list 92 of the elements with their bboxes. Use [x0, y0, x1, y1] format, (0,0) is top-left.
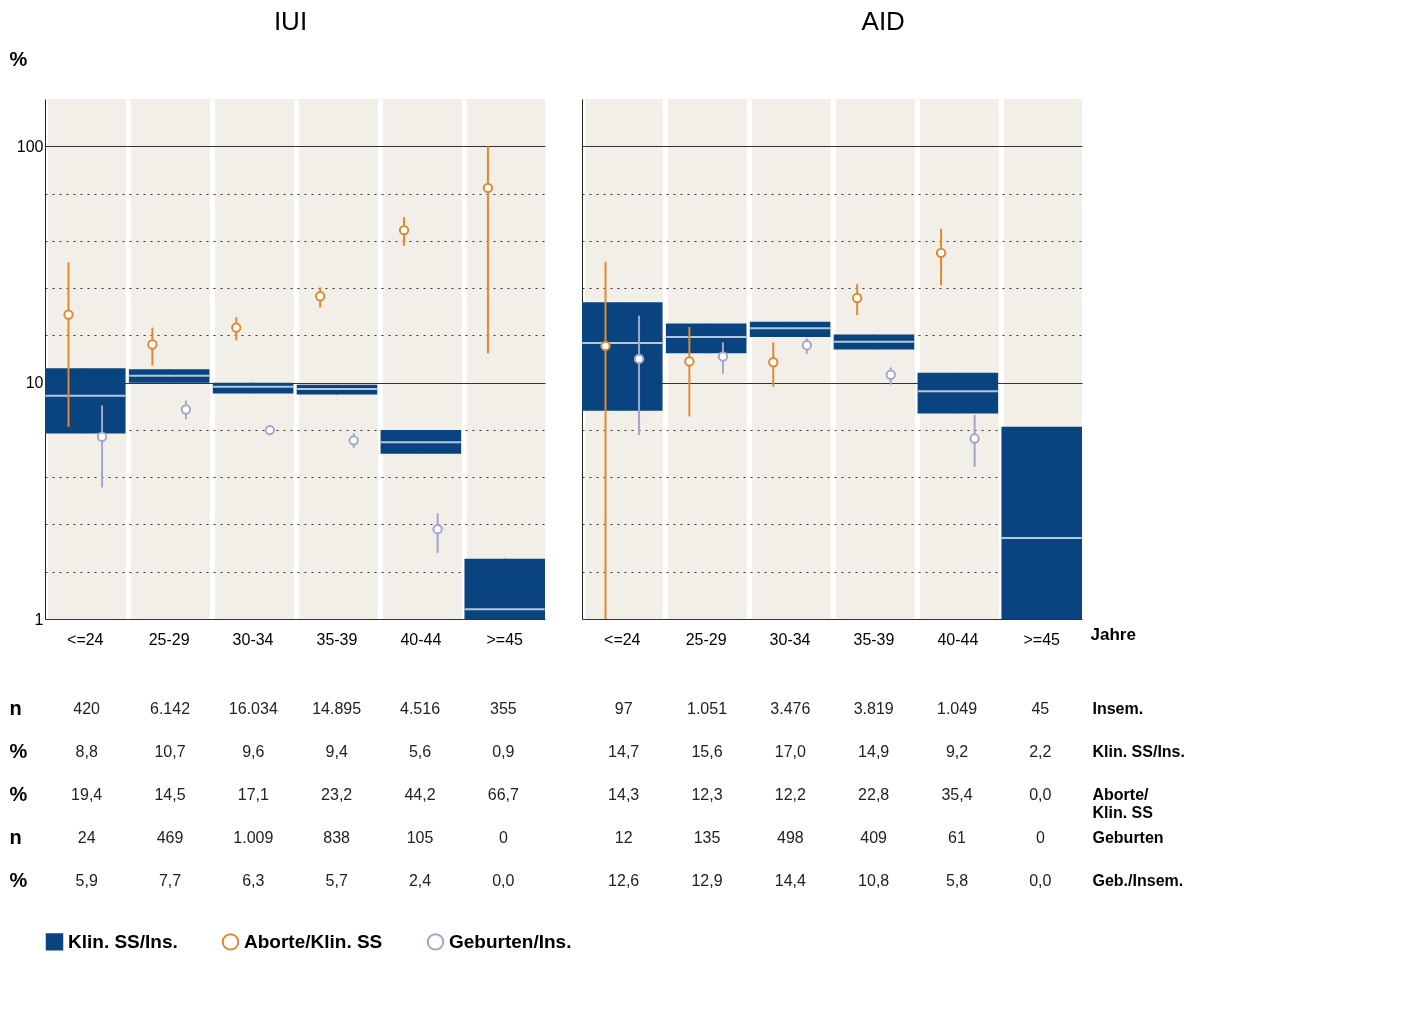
legend-label: Geburten/Ins.	[449, 930, 572, 952]
y-tick-label: 1	[34, 610, 44, 628]
x-tick-label: 25-29	[685, 630, 727, 648]
text: 135	[693, 828, 721, 846]
text: 6.142	[149, 699, 191, 717]
y-tick-label: 100	[16, 137, 44, 155]
text: 14,5	[154, 785, 186, 803]
text: Insem.	[1092, 700, 1144, 717]
text: 35,4	[941, 785, 973, 803]
text: 0,0	[1029, 785, 1052, 803]
text: 44,2	[404, 785, 436, 803]
text: 1.009	[233, 828, 274, 846]
text: 4.516	[399, 699, 441, 717]
text: 420	[73, 699, 101, 717]
y-axis-title: %	[9, 47, 28, 70]
text: 16.034	[228, 699, 278, 717]
text: 10,7	[154, 742, 186, 760]
text: 838	[323, 828, 351, 846]
text: 0,9	[492, 742, 515, 760]
text: 9,6	[242, 742, 265, 760]
text: 12,2	[774, 785, 807, 803]
text: 6,3	[242, 871, 265, 889]
text: 5,6	[408, 742, 432, 760]
x-tick-label: <=24	[67, 630, 104, 648]
text: 409	[860, 828, 888, 846]
text: n	[9, 697, 22, 719]
text: 105	[406, 828, 434, 846]
text: 14,7	[608, 742, 640, 760]
text: 469	[156, 828, 184, 846]
x-tick-label: 35-39	[853, 630, 895, 648]
text: 7,7	[158, 871, 182, 889]
text: 24	[77, 828, 96, 846]
text: 355	[489, 699, 517, 717]
text: 12,9	[691, 871, 723, 889]
chart-title: AID	[861, 6, 905, 36]
text: 3.819	[853, 699, 894, 717]
text: 3.476	[770, 699, 811, 717]
text: 12,6	[608, 871, 640, 889]
text: 0,0	[492, 871, 515, 889]
text: 45	[1031, 699, 1050, 717]
text: 0	[498, 828, 508, 846]
text: 14,4	[774, 871, 807, 889]
text: %	[9, 869, 28, 891]
text: 14.895	[312, 699, 362, 717]
text: 1.049	[936, 699, 978, 717]
text: 14,9	[858, 742, 890, 760]
text: 14,3	[608, 785, 640, 803]
text: n	[9, 826, 22, 848]
text: 61	[948, 828, 966, 846]
text: 22,8	[858, 785, 890, 803]
text: 8,8	[75, 742, 98, 760]
text: 0,0	[1029, 871, 1052, 889]
x-tick-label: 30-34	[769, 630, 811, 648]
x-tick-label: 35-39	[316, 630, 358, 648]
x-tick-label: 40-44	[400, 630, 442, 648]
text: 0	[1035, 828, 1045, 846]
text: 2,2	[1029, 742, 1052, 760]
text: 5,7	[325, 871, 348, 889]
text: 5,8	[945, 871, 969, 889]
text: 10,8	[858, 871, 890, 889]
text: %	[9, 740, 28, 762]
text: 23,2	[321, 785, 353, 803]
text: 12	[614, 828, 633, 846]
text: 17,0	[774, 742, 807, 760]
x-tick-label: 40-44	[937, 630, 979, 648]
text: 17,1	[237, 785, 270, 803]
text: 12,3	[691, 785, 723, 803]
text: 66,7	[487, 785, 520, 803]
text: %	[9, 783, 28, 805]
x-tick-label: 30-34	[232, 630, 274, 648]
text: Geb./Insem.	[1092, 872, 1184, 889]
chart-title: IUI	[273, 6, 308, 36]
text: 498	[776, 828, 804, 846]
text: 2,4	[408, 871, 432, 889]
y-tick-label: 10	[25, 374, 44, 392]
legend-label: Aborte/Klin. SS	[244, 930, 383, 952]
text: 9,2	[945, 742, 969, 760]
legend-label: Klin. SS/Ins.	[68, 930, 178, 952]
x-axis-title: Jahre	[1090, 624, 1136, 644]
text: 1.051	[686, 699, 728, 717]
text: Geburten	[1092, 829, 1164, 846]
x-tick-label: >=45	[1023, 630, 1061, 648]
x-tick-label: <=24	[604, 630, 641, 648]
text: Aborte/ Klin. SS	[1092, 786, 1154, 821]
x-tick-label: 25-29	[148, 630, 190, 648]
text: 19,4	[71, 785, 103, 803]
text: 15,6	[691, 742, 723, 760]
text: 5,9	[75, 871, 98, 889]
text: 9,4	[325, 742, 348, 760]
text: Klin. SS/Ins.	[1092, 743, 1185, 760]
x-tick-label: >=45	[486, 630, 524, 648]
text: 97	[614, 699, 633, 717]
